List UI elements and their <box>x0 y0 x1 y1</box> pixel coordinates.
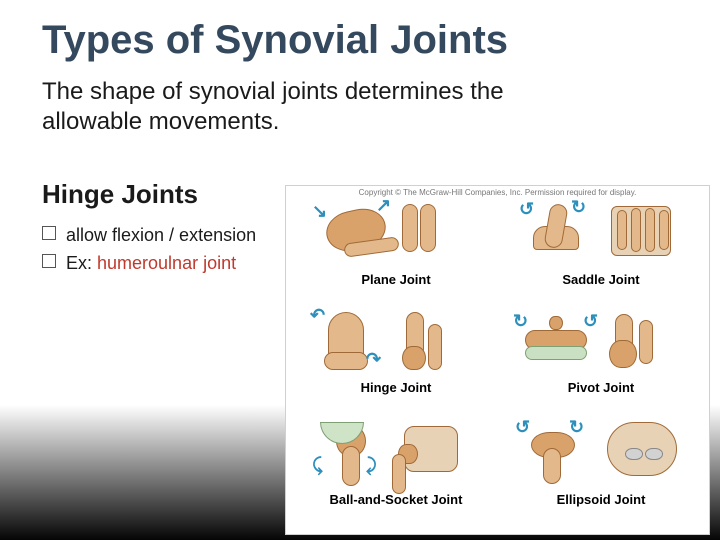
hinge-joint-icon: ↶ ↷ <box>306 306 486 376</box>
checkbox-icon <box>42 254 56 268</box>
cell-plane-joint: ↘ ↗ Plane Joint <box>306 198 486 287</box>
bullet-prefix: Ex: <box>66 253 97 273</box>
cell-label: Ellipsoid Joint <box>511 492 691 507</box>
bullet-list: allow flexion / extension Ex: humeroulna… <box>42 222 272 276</box>
cell-ellipsoid-joint: ↺ ↻ Ellipsoid Joint <box>511 418 691 507</box>
plane-joint-icon: ↘ ↗ <box>306 198 486 268</box>
cell-label: Plane Joint <box>306 272 486 287</box>
ball-socket-joint-icon: ⤹ ⤸ <box>306 418 486 488</box>
page-title: Types of Synovial Joints <box>42 18 720 63</box>
pivot-joint-icon: ↻ ↺ <box>511 306 691 376</box>
ellipsoid-joint-icon: ↺ ↻ <box>511 418 691 488</box>
cell-ball-socket-joint: ⤹ ⤸ Ball-and-Socket Joint <box>306 418 486 507</box>
copyright-text: Copyright © The McGraw-Hill Companies, I… <box>359 188 637 197</box>
slide: Types of Synovial Joints The shape of sy… <box>0 0 720 540</box>
bullet-text: Ex: humeroulnar joint <box>66 250 272 276</box>
checkbox-icon <box>42 226 56 240</box>
cell-label: Saddle Joint <box>511 272 691 287</box>
cell-label: Ball-and-Socket Joint <box>306 492 486 507</box>
cell-label: Hinge Joint <box>306 380 486 395</box>
cell-pivot-joint: ↻ ↺ Pivot Joint <box>511 306 691 395</box>
cell-saddle-joint: ↺ ↻ Saddle Joint <box>511 198 691 287</box>
saddle-joint-icon: ↺ ↻ <box>511 198 691 268</box>
cell-label: Pivot Joint <box>511 380 691 395</box>
list-item: Ex: humeroulnar joint <box>42 250 272 276</box>
joints-diagram: Copyright © The McGraw-Hill Companies, I… <box>285 185 710 535</box>
cell-hinge-joint: ↶ ↷ Hinge Joint <box>306 306 486 395</box>
list-item: allow flexion / extension <box>42 222 272 248</box>
bullet-text: allow flexion / extension <box>66 222 272 248</box>
intro-text: The shape of synovial joints determines … <box>42 77 602 137</box>
bullet-accent: humeroulnar joint <box>97 253 236 273</box>
